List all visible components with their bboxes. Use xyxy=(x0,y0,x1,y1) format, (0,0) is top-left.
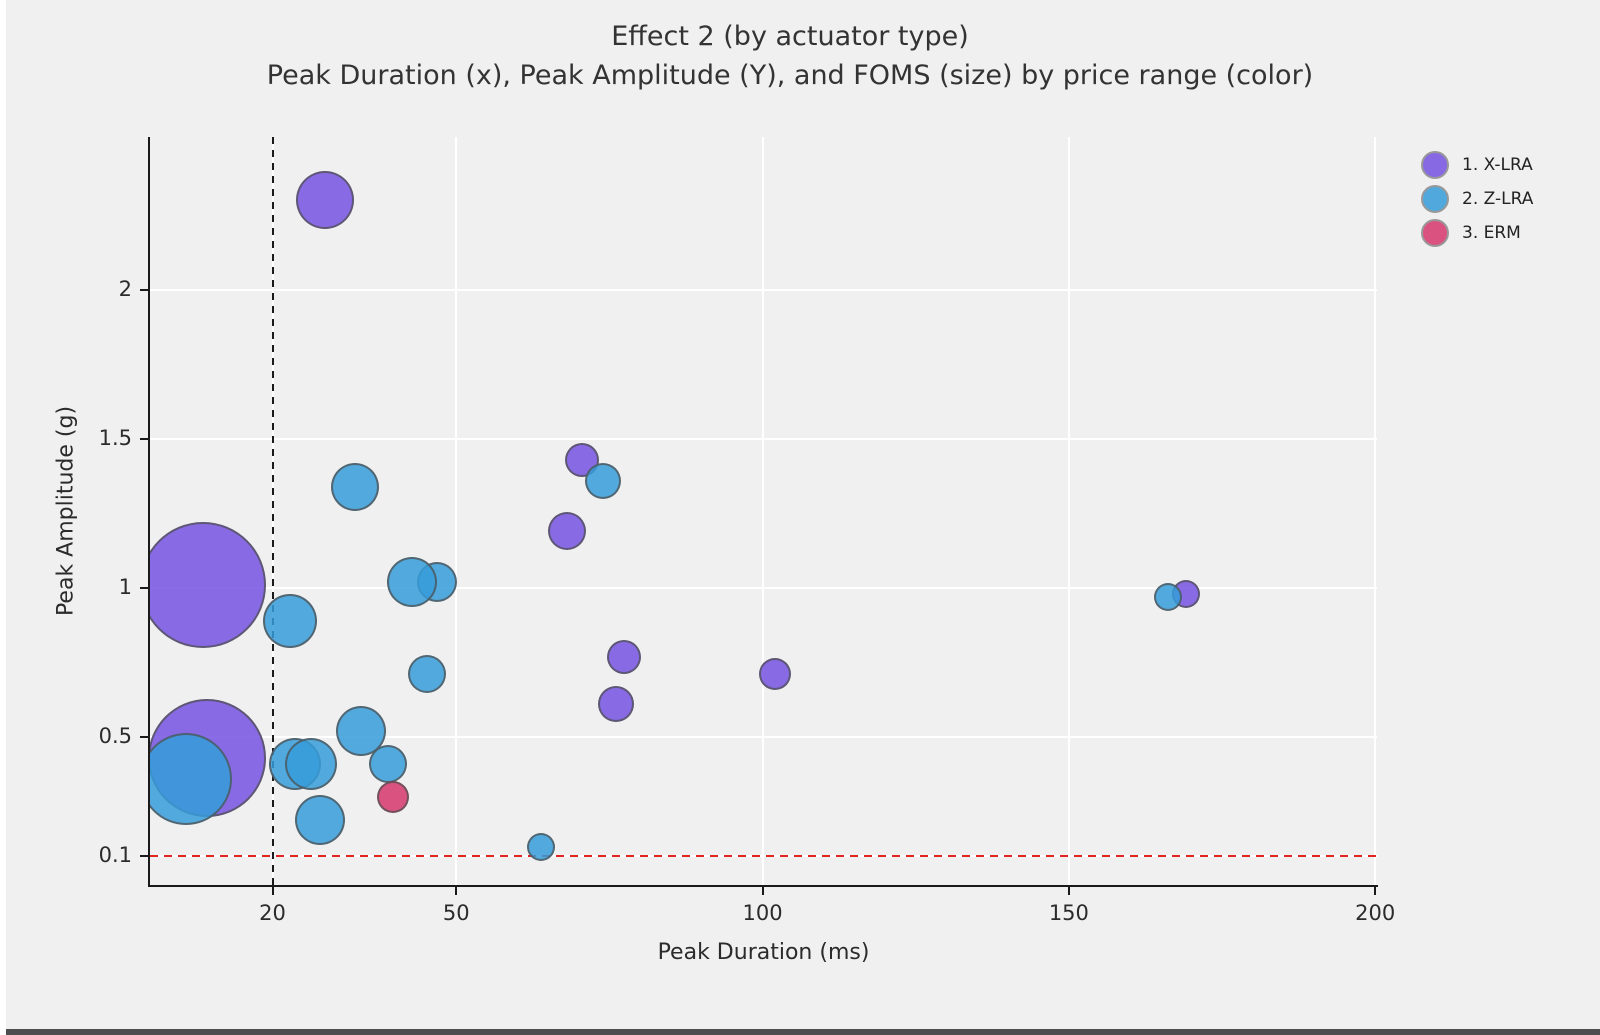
x-tick-label: 150 xyxy=(1048,901,1089,925)
bubble[interactable] xyxy=(606,639,641,674)
x-tick-mark xyxy=(761,887,764,895)
legend-label: 2. Z-LRA xyxy=(1462,189,1534,209)
x-tick-label: 20 xyxy=(259,901,286,925)
legend-label: 1. X-LRA xyxy=(1462,155,1533,175)
y-tick-label: 2 xyxy=(118,276,132,301)
y-gridline xyxy=(150,735,1377,738)
y-tick-label: 0.1 xyxy=(98,843,132,868)
x-gridline xyxy=(1067,137,1070,886)
bubble[interactable] xyxy=(263,593,318,648)
window-bottom-edge xyxy=(6,1029,1600,1035)
x-tick-label: 200 xyxy=(1355,901,1396,925)
x-tick-mark xyxy=(455,887,458,895)
window-left-edge xyxy=(0,0,6,1035)
bubble[interactable] xyxy=(150,521,267,648)
y-axis-line xyxy=(148,137,150,886)
bubble[interactable] xyxy=(527,833,556,862)
title-block: Effect 2 (by actuator type) Peak Duratio… xyxy=(0,17,1580,95)
bubble[interactable] xyxy=(585,462,622,499)
chart-title: Effect 2 (by actuator type) xyxy=(611,21,969,52)
y-axis-title: Peak Amplitude (g) xyxy=(53,405,79,617)
y-gridline xyxy=(150,437,1377,440)
x-tick-mark xyxy=(1067,887,1070,895)
x-axis-line xyxy=(148,885,1378,887)
y-gridline xyxy=(150,288,1377,291)
bubble[interactable] xyxy=(295,171,354,230)
chart-subtitle: Peak Duration (x), Peak Amplitude (Y), a… xyxy=(266,60,1314,91)
y-gridline xyxy=(150,586,1377,589)
y-tick-mark xyxy=(140,586,148,589)
x-gridline xyxy=(455,137,458,886)
bubble[interactable] xyxy=(331,462,380,511)
legend-label: 3. ERM xyxy=(1462,223,1521,243)
x-axis-title: Peak Duration (ms) xyxy=(657,940,870,965)
y-tick-mark xyxy=(140,437,148,440)
y-tick-label: 0.5 xyxy=(98,723,132,748)
plot-area xyxy=(150,137,1377,886)
threshold-vline-20ms xyxy=(271,137,274,886)
bubble[interactable] xyxy=(597,686,634,723)
legend-item-zlra[interactable]: 2. Z-LRA xyxy=(1421,182,1533,216)
x-gridline xyxy=(761,137,764,886)
bubble[interactable] xyxy=(285,737,338,790)
y-tick-mark xyxy=(140,288,148,291)
legend: 1. X-LRA 2. Z-LRA 3. ERM xyxy=(1421,148,1533,250)
legend-swatch-icon xyxy=(1421,219,1449,247)
threshold-hline-0p1g xyxy=(150,855,1377,858)
x-tick-label: 100 xyxy=(742,901,783,925)
legend-item-xlra[interactable]: 1. X-LRA xyxy=(1421,148,1533,182)
bubble[interactable] xyxy=(759,658,792,691)
bubble[interactable] xyxy=(369,744,408,783)
legend-item-erm[interactable]: 3. ERM xyxy=(1421,216,1533,250)
bubble[interactable] xyxy=(376,780,409,813)
legend-swatch-icon xyxy=(1421,151,1449,179)
x-gridline xyxy=(1374,137,1377,886)
y-tick-label: 1.5 xyxy=(98,425,132,450)
y-tick-mark xyxy=(140,855,148,858)
bubble[interactable] xyxy=(150,732,233,825)
bubble[interactable] xyxy=(408,655,447,694)
bubble[interactable] xyxy=(547,512,586,551)
legend-swatch-icon xyxy=(1421,185,1449,213)
x-tick-label: 50 xyxy=(442,901,470,925)
bubble[interactable] xyxy=(1154,582,1183,611)
y-tick-mark xyxy=(140,735,148,738)
x-tick-mark xyxy=(1374,887,1377,895)
y-tick-label: 1 xyxy=(118,574,132,599)
bubble[interactable] xyxy=(294,795,345,846)
x-tick-mark xyxy=(271,887,274,895)
bubble[interactable] xyxy=(387,556,438,607)
